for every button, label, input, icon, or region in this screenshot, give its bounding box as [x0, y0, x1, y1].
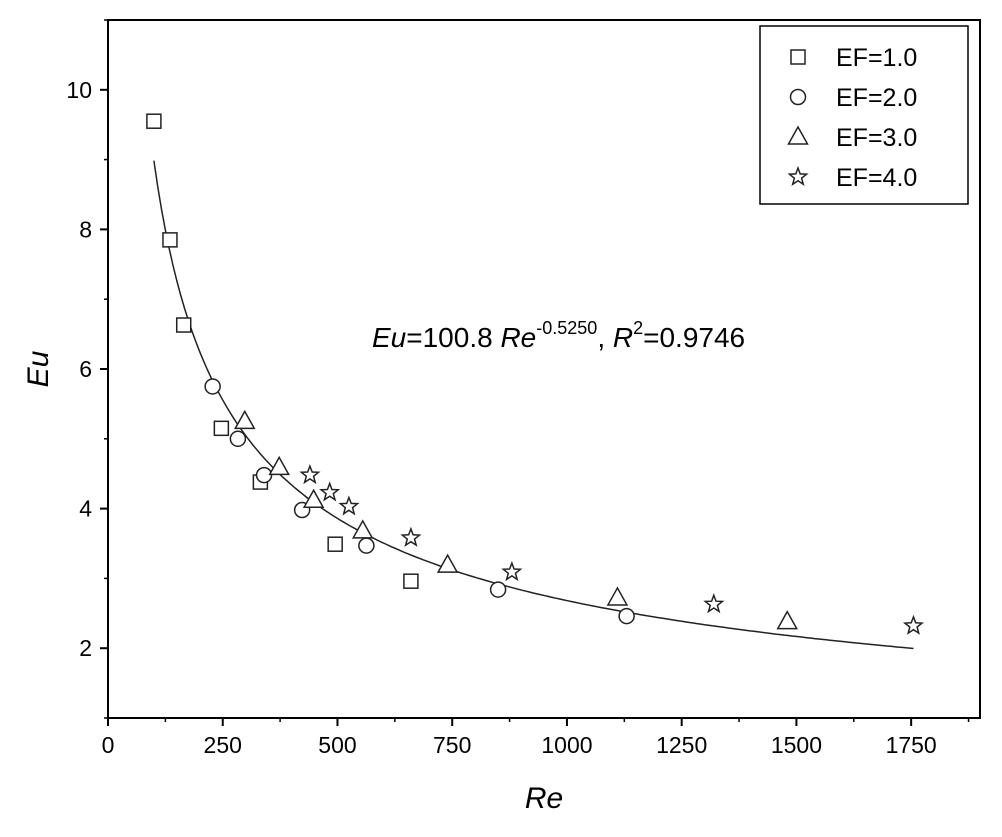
data-point-star	[299, 463, 321, 485]
x-tick-label: 1750	[886, 732, 937, 758]
equation-r: R	[613, 322, 633, 353]
x-tick-label: 1500	[771, 732, 822, 758]
data-point-star	[501, 560, 523, 582]
legend-marker-star	[787, 165, 809, 187]
data-point-triangle	[302, 488, 325, 508]
legend: EF=1.0 EF=2.0 EF=3.0 EF=4.0	[759, 25, 969, 205]
y-tick-label: 10	[66, 77, 92, 103]
fit-curve	[153, 160, 914, 650]
data-point-triangle	[351, 519, 374, 539]
equation-r-superscript: 2	[633, 318, 643, 338]
y-tick-label: 8	[79, 216, 92, 242]
data-point-square	[175, 317, 192, 333]
data-point-circle	[618, 607, 635, 625]
legend-label: EF=4.0	[836, 164, 917, 192]
data-point-square	[146, 113, 162, 129]
legend-label: EF=3.0	[836, 124, 917, 152]
equation-separator: ,	[597, 322, 613, 353]
x-tick-label: 0	[102, 732, 115, 758]
data-point-star	[902, 614, 925, 635]
data-point-triangle	[776, 610, 799, 630]
legend-label: EF=2.0	[836, 84, 917, 112]
data-point-star	[400, 526, 422, 547]
data-point-triangle	[233, 409, 256, 430]
data-point-star	[703, 593, 725, 614]
data-point-square	[327, 536, 343, 552]
data-point-star	[338, 495, 360, 516]
fit-equation: Eu=100.8 Re-0.5250, R2=0.9746	[372, 318, 745, 353]
data-point-circle	[358, 537, 375, 554]
equation-r-value: =0.9746	[643, 322, 745, 353]
data-point-square	[403, 573, 419, 589]
data-point-circle	[204, 378, 221, 395]
data-point-square	[162, 232, 178, 248]
x-tick-label: 250	[204, 732, 242, 758]
x-axis-title: Re	[525, 782, 563, 815]
legend-label: EF=1.0	[836, 44, 917, 72]
data-point-triangle	[606, 586, 629, 606]
data-point-star	[319, 481, 341, 502]
equation-re: Re	[500, 322, 536, 353]
y-axis-ticks: 2 4 6 8 10	[66, 19, 108, 719]
legend-marker-circle	[789, 88, 807, 106]
legend-marker-square	[790, 49, 806, 65]
data-point-circle	[489, 581, 507, 598]
x-tick-label: 1250	[656, 732, 707, 758]
data-point-circle	[229, 430, 247, 448]
x-axis-ticks: 0 250 500 750 1000 1250 1500 1750	[102, 718, 970, 758]
y-tick-label: 6	[79, 356, 92, 382]
y-axis-title: Eu	[22, 350, 55, 387]
equation-coefficient: =100.8	[406, 322, 500, 353]
data-point-square	[213, 420, 230, 437]
y-tick-label: 4	[79, 496, 92, 522]
equation-exponent: -0.5250	[536, 318, 597, 338]
x-tick-label: 1000	[541, 732, 592, 758]
x-tick-label: 500	[318, 732, 356, 758]
data-point-triangle	[268, 455, 290, 476]
data-points	[146, 113, 925, 635]
y-tick-label: 2	[79, 635, 92, 661]
x-tick-label: 750	[433, 732, 471, 758]
legend-marker-triangle	[787, 125, 809, 145]
data-point-triangle	[436, 553, 459, 573]
equation-var: Eu	[372, 322, 407, 353]
